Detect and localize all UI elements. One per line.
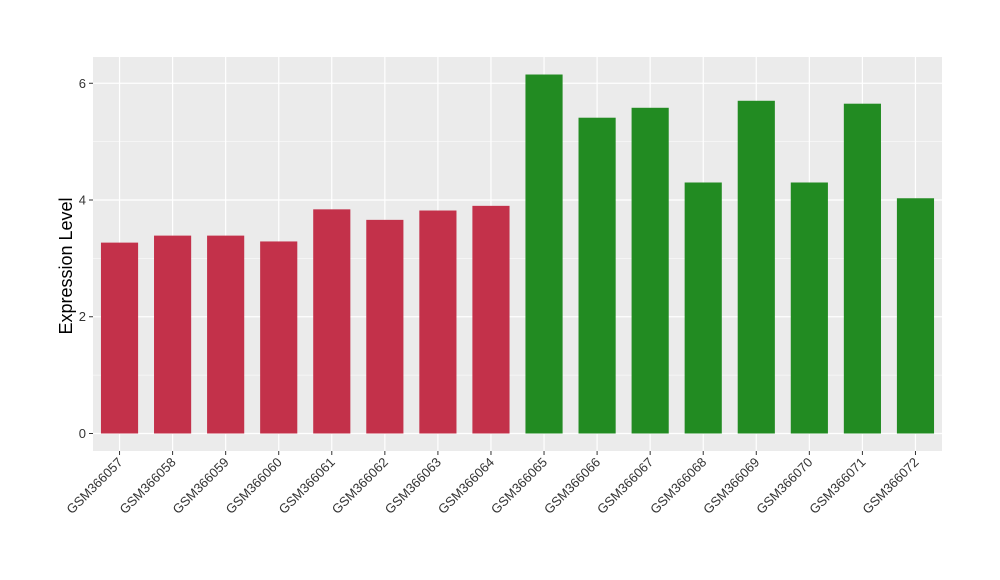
y-tick-label: 0 <box>79 426 86 441</box>
y-axis: 0 2 4 6 <box>79 76 93 441</box>
x-tick-label: GSM366059 <box>170 455 232 517</box>
x-tick-label: GSM366072 <box>859 455 921 517</box>
bar-GSM366059 <box>207 235 245 434</box>
x-tick-label: GSM366067 <box>594 455 656 517</box>
x-axis: GSM366057GSM366058GSM366059GSM366060GSM3… <box>63 451 922 517</box>
y-tick-label: 4 <box>79 193 86 208</box>
y-tick-label: 6 <box>79 76 86 91</box>
bar-GSM366064 <box>472 205 510 434</box>
bar-GSM366061 <box>313 209 351 434</box>
bar-GSM366060 <box>260 241 298 434</box>
bar-GSM366070 <box>790 182 828 434</box>
bar-GSM366066 <box>578 117 616 434</box>
bar-GSM366069 <box>737 100 775 434</box>
bars <box>100 74 935 434</box>
x-tick-label: GSM366064 <box>435 455 497 517</box>
x-tick-label: GSM366060 <box>223 455 285 517</box>
x-tick-label: GSM366071 <box>806 455 868 517</box>
x-tick-label: GSM366061 <box>276 455 338 517</box>
x-tick-label: GSM366062 <box>329 455 391 517</box>
x-tick-label: GSM366065 <box>488 455 550 517</box>
x-tick-label: GSM366066 <box>541 455 603 517</box>
bar-GSM366067 <box>631 107 669 434</box>
bar-GSM366071 <box>843 103 881 434</box>
x-tick-label: GSM366057 <box>63 455 125 517</box>
x-tick-label: GSM366068 <box>647 455 709 517</box>
x-tick-label: GSM366069 <box>700 455 762 517</box>
y-axis-title: Expression Level <box>56 197 76 334</box>
bar-GSM366058 <box>154 235 192 434</box>
bar-GSM366065 <box>525 74 563 434</box>
x-tick-label: GSM366063 <box>382 455 444 517</box>
bar-GSM366068 <box>684 182 722 434</box>
bar-GSM366057 <box>100 242 139 434</box>
y-tick-label: 2 <box>79 309 86 324</box>
x-tick-label: GSM366058 <box>116 455 178 517</box>
x-tick-label: GSM366070 <box>753 455 815 517</box>
bar-GSM366063 <box>419 210 457 434</box>
bar-GSM366062 <box>366 219 404 434</box>
bar-GSM366072 <box>896 198 935 434</box>
